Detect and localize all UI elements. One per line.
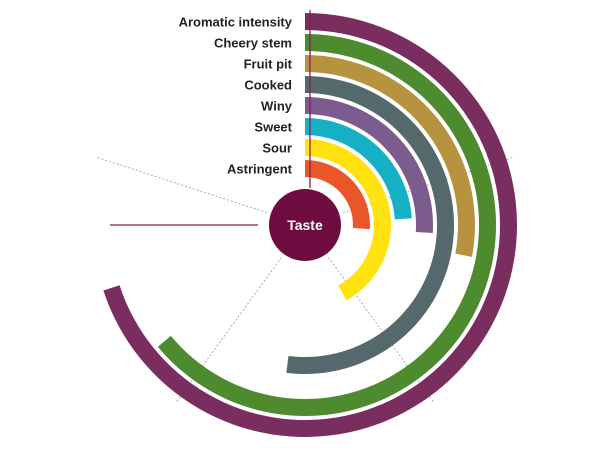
center-label: Taste <box>287 217 323 233</box>
bar-fruit-pit <box>305 55 476 257</box>
label-cheery-stem: Cheery stem <box>214 36 292 51</box>
bar-winy <box>305 97 433 234</box>
guide-line <box>328 257 434 402</box>
guide-line <box>176 257 282 402</box>
label-winy: Winy <box>261 99 293 114</box>
guide-line <box>97 157 268 214</box>
bar-sweet <box>305 118 412 220</box>
bar-astringent <box>305 160 370 230</box>
chart-bars <box>103 13 517 437</box>
label-astringent: Astringent <box>227 162 293 177</box>
center-circle <box>269 189 341 261</box>
label-fruit-pit: Fruit pit <box>244 57 293 72</box>
bar-sour <box>305 139 391 301</box>
label-cooked: Cooked <box>244 78 292 93</box>
label-sweet: Sweet <box>254 120 292 135</box>
chart-labels: Aromatic intensity Cheery stem Fruit pit Co… <box>179 15 293 177</box>
label-aromatic-intensity: Aromatic intensity <box>179 15 293 30</box>
label-sour: Sour <box>262 141 292 156</box>
bar-cheery-stem <box>157 34 496 416</box>
